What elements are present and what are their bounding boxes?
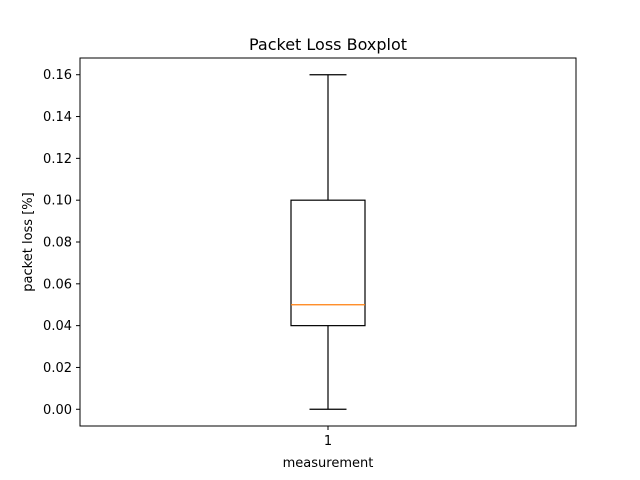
y-tick-label: 0.02 [43,361,72,376]
y-tick-label: 0.16 [43,68,72,83]
y-tick-label: 0.14 [43,110,72,125]
y-tick-label: 0.12 [43,152,72,167]
iqr-box [290,199,366,327]
x-tick-label: 1 [324,434,332,449]
y-axis: 0.00 0.02 0.04 0.06 0.08 0.10 0.12 0.14 0.16 [43,68,80,418]
y-tick-label: 0.00 [43,403,72,418]
y-tick-label: 0.10 [43,194,72,209]
chart-title: Packet Loss Boxplot [249,35,407,54]
y-tick-label: 0.08 [43,236,72,251]
y-tick-label: 0.04 [43,319,72,334]
x-axis-label: measurement [283,456,374,471]
box-series [290,74,366,410]
x-axis: 1 [324,426,332,449]
y-axis-label: packet loss [%] [21,192,36,291]
y-tick-label: 0.06 [43,277,72,292]
